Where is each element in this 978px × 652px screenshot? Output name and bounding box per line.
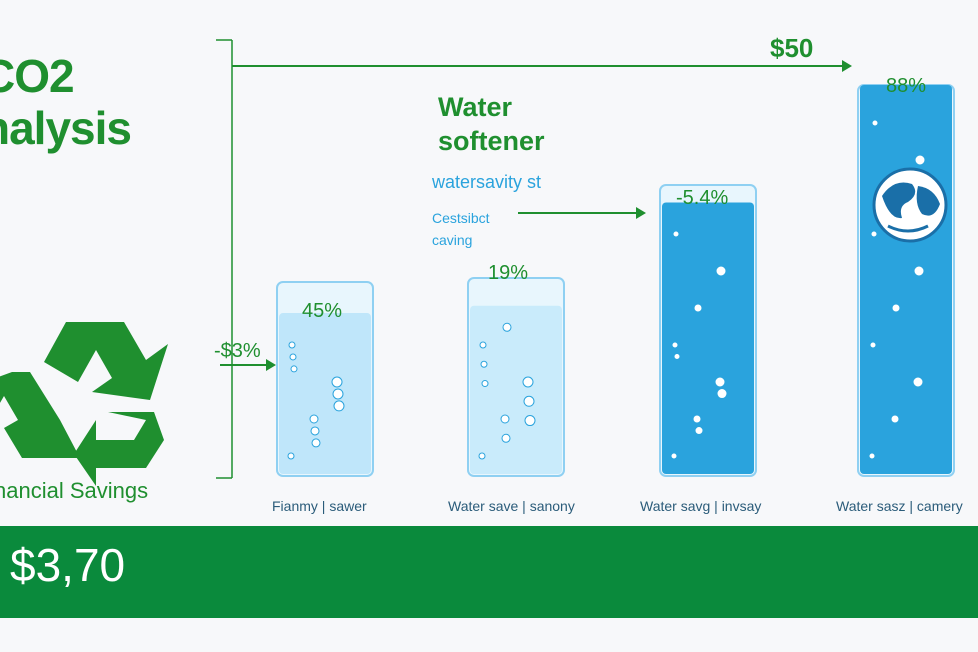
bar-bubble-0-5 xyxy=(332,388,344,400)
bar-bubble-1-6 xyxy=(480,360,488,368)
bar-bubble-3-7 xyxy=(892,192,902,202)
bar-bubble-3-0 xyxy=(868,452,876,460)
bar-bubble-2-1 xyxy=(692,414,702,424)
bar-bubble-3-4 xyxy=(891,303,901,313)
bar-bubble-2-6 xyxy=(672,230,680,238)
total-savings-band xyxy=(0,526,978,618)
bar-label-0: 45% xyxy=(302,300,343,322)
title-line-2: nalysis xyxy=(0,102,132,154)
bars-group xyxy=(276,84,955,477)
bar-fill-3 xyxy=(860,85,952,474)
left-arrow-head xyxy=(266,359,276,371)
bar-bubble-2-2 xyxy=(714,376,726,388)
bar-bubble-1-1 xyxy=(500,414,510,424)
bar-bubble-0-9 xyxy=(290,365,298,373)
bar-fill-2 xyxy=(662,202,754,474)
bar-bubble-2-0 xyxy=(670,452,678,460)
bar-bubble-3-6 xyxy=(870,230,878,238)
bar-fill-1 xyxy=(470,305,562,474)
chart-subtitle: Water softener xyxy=(438,90,545,158)
bar-bubble-1-7 xyxy=(502,322,512,332)
left-arrow-label: -$3% xyxy=(214,340,261,362)
bar-bubble-2-7 xyxy=(694,426,704,436)
mid-arrow-head xyxy=(636,207,646,219)
subtitle-note-2: Cestsibct caving xyxy=(432,207,490,251)
category-label-1: Water save | sanony xyxy=(448,498,575,514)
category-label-2: Water savg | invsay xyxy=(640,498,762,514)
bar-bubble-3-9 xyxy=(871,119,879,127)
bar-bubble-1-3 xyxy=(479,341,487,349)
bar-bubble-0-7 xyxy=(311,438,321,448)
bar-bubble-2-5 xyxy=(715,265,727,277)
note2-line-1: Cestsibct xyxy=(432,210,490,226)
bar-bubble-0-0 xyxy=(287,452,295,460)
bar-bubble-0-8 xyxy=(333,400,345,412)
bar-bubble-0-6 xyxy=(289,353,297,361)
bar-bubble-2-9 xyxy=(673,353,681,361)
bar-bubble-0-1 xyxy=(309,414,319,424)
bar-bubble-2-4 xyxy=(693,303,703,313)
note2-line-2: caving xyxy=(432,232,473,248)
bar-label-1: 19% xyxy=(488,262,529,284)
bar-bubble-1-2 xyxy=(522,376,534,388)
category-label-3: Water sasz | camery xyxy=(836,498,963,514)
title-line-1: CO2 xyxy=(0,50,75,102)
bar-bubble-3-2 xyxy=(912,376,924,388)
financial-savings-caption: nancial Savings xyxy=(0,478,149,503)
category-label-0: Fianmy | sawer xyxy=(272,498,367,514)
bar-bubble-2-8 xyxy=(716,388,728,400)
bar-bubble-1-9 xyxy=(481,380,489,388)
bar-label-3: 88% xyxy=(886,75,927,97)
bar-bubble-1-8 xyxy=(524,415,536,427)
page-title: CO2 nalysis xyxy=(0,50,132,154)
top-arrow-label: $50 xyxy=(770,33,814,63)
bar-bubble-3-5 xyxy=(913,265,925,277)
bar-bubble-0-2 xyxy=(331,376,343,388)
bar-bubble-0-3 xyxy=(288,341,296,349)
subtitle-line-2: softener xyxy=(438,126,545,156)
total-savings-value: $3,70 xyxy=(10,539,126,591)
bar-bubble-1-5 xyxy=(523,395,535,407)
top-arrow-head xyxy=(842,60,852,72)
subtitle-note: watersavity st xyxy=(432,172,542,192)
bar-label-2: -5.4% xyxy=(676,187,729,209)
bar-bubble-3-3 xyxy=(869,341,877,349)
bar-bubble-3-1 xyxy=(890,414,900,424)
bar-bubble-2-3 xyxy=(671,341,679,349)
bar-bubble-3-8 xyxy=(914,154,926,166)
bar-bubble-1-4 xyxy=(501,433,511,443)
bar-fill-0 xyxy=(279,313,371,474)
bar-bubble-0-4 xyxy=(310,426,320,436)
subtitle-line-1: Water xyxy=(438,92,513,122)
bar-bubble-1-0 xyxy=(478,452,486,460)
